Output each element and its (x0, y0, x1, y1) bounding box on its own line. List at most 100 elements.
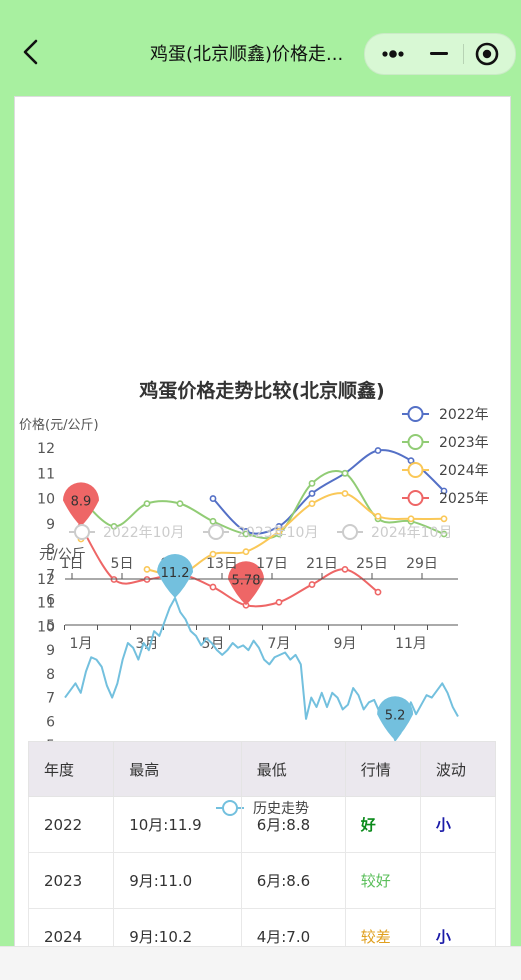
value-marker: 5.2 (377, 696, 414, 741)
chart-title: 鸡蛋价格走势比较(北京顺鑫) (138, 379, 384, 402)
top-x-tick-label: 17日 (256, 556, 288, 572)
data-point (242, 530, 250, 538)
data-point (308, 480, 316, 487)
legend-label: 2025年 (439, 491, 489, 507)
data-point (209, 517, 217, 525)
series-path (146, 492, 445, 576)
cell-volatility (419, 852, 497, 909)
data-point (143, 565, 151, 573)
top-x-axis: 1日5日9日13日17日21日25日29日 (61, 556, 438, 579)
y-tick-label: 8 (46, 542, 55, 558)
table-row: 2024 9月:10.2 4月:7.0 较差 小 (27, 908, 497, 947)
top-x-tick-label: 5日 (111, 556, 134, 572)
y-tick-label: 6 (46, 593, 55, 609)
data-point (176, 500, 184, 508)
more-icon[interactable] (369, 34, 417, 74)
data-point (407, 457, 415, 465)
legend-label: 2022年 (439, 407, 489, 423)
top-x-tick-label: 1日 (61, 556, 84, 572)
top-x-tick-label: 21日 (306, 556, 338, 572)
data-point (341, 565, 349, 573)
legend-label: 2022年10月 (103, 525, 184, 541)
data-point (209, 495, 217, 502)
y-tick-label: 10 (37, 492, 55, 508)
legend-label: 2023年10月 (237, 525, 318, 541)
data-point (440, 515, 448, 523)
back-icon[interactable] (18, 38, 46, 66)
y-tick-label: 9 (46, 643, 55, 659)
data-point (308, 490, 316, 497)
legend-swatch-dot (342, 524, 358, 540)
value-marker: 8.9 (63, 482, 99, 527)
table-header-row: 年度 最高 最低 行情 波动 (27, 741, 497, 797)
cell-low: 6月:8.6 (240, 852, 346, 909)
y-tick-label: 11 (37, 596, 55, 612)
legend-label: 2024年 (439, 463, 489, 479)
data-point (308, 581, 316, 588)
marker-label: 5.2 (385, 708, 406, 723)
data-point (374, 512, 382, 520)
data-point (341, 490, 349, 497)
y-axis: 12 11 10 9 8 7 6 5 (37, 441, 55, 634)
y-tick-label: 12 (37, 441, 55, 457)
cell-trend: 较好 (344, 852, 421, 909)
marker-pin (63, 482, 99, 527)
y-tick-label: 7 (46, 567, 55, 583)
y-tick-label: 11 (37, 466, 55, 482)
y-tick-label: 8 (46, 667, 55, 683)
x-tick-label: 1月 (70, 636, 93, 652)
data-point (110, 522, 118, 530)
stats-table: 年度 最高 最低 行情 波动 2022 10月:11.9 6月:8.8 好 小 … (27, 741, 497, 947)
legend-swatch-dot (407, 462, 424, 478)
y-axis: 12 11 10 9 8 7 6 5 (37, 572, 55, 754)
series-line (77, 469, 448, 540)
data-point (341, 469, 349, 477)
value-marker: 5.78 (228, 561, 264, 606)
legend-swatch-dot (407, 490, 424, 506)
marker-label: 11.2 (161, 566, 190, 581)
y-axis-label: 价格(元/公斤) (19, 417, 99, 433)
capsule-divider (463, 44, 464, 64)
legend-swatch-dot (208, 524, 224, 540)
x-tick-label: 11月 (395, 636, 427, 652)
legend: 2022年 2023年 2024年 2025年 (402, 406, 489, 507)
table-row: 2022 10月:11.9 6月:8.8 好 小 (27, 796, 497, 853)
header-year: 年度 (27, 741, 115, 797)
header-high: 最高 (113, 741, 242, 797)
cell-year: 2024 (27, 908, 115, 947)
nav-bar: 鸡蛋(北京顺鑫)价格走... (0, 0, 521, 96)
page-bottom-area (0, 946, 521, 980)
x-axis: 1月 3月 5月 7月 9月 11月 (64, 625, 428, 652)
data-point (275, 528, 283, 535)
data-point (374, 588, 382, 596)
close-target-icon[interactable] (463, 34, 511, 74)
data-point (209, 583, 217, 591)
top-x-tick-label: 13日 (206, 556, 238, 572)
legend-swatch-dot (74, 524, 90, 540)
y-tick-label: 5 (46, 618, 55, 634)
legend-label: 2023年 (439, 435, 489, 451)
header-trend: 行情 (344, 741, 421, 797)
x-tick-label: 7月 (268, 636, 291, 652)
data-point (275, 598, 283, 606)
data-point (209, 550, 217, 558)
legend-swatch-dot (407, 406, 424, 422)
top-x-tick-label: 29日 (406, 556, 438, 572)
y-tick-label: 7 (46, 691, 55, 707)
content-card: 鸡蛋价格走势比较(北京顺鑫) 价格(元/公斤) 12 11 10 9 8 7 6 5 1月 3月 5月 7… (14, 96, 511, 948)
data-point (242, 548, 250, 556)
y-axis-label: 元/公斤 (39, 547, 86, 563)
cell-high: 10月:11.9 (113, 796, 242, 853)
cell-volatility: 小 (419, 796, 497, 853)
cell-high: 9月:11.0 (113, 852, 242, 909)
minimize-icon[interactable] (415, 34, 463, 74)
data-point (143, 500, 151, 508)
table-row: 2023 9月:11.0 6月:8.6 较好 (27, 852, 497, 909)
x-tick-label: 9月 (334, 636, 357, 652)
y-tick-label: 9 (46, 517, 55, 533)
cell-trend: 好 (344, 796, 421, 853)
series-path (80, 525, 379, 608)
cell-trend: 较差 (344, 908, 421, 947)
marker-label: 5.78 (232, 573, 261, 588)
y-tick-label: 12 (37, 572, 55, 588)
